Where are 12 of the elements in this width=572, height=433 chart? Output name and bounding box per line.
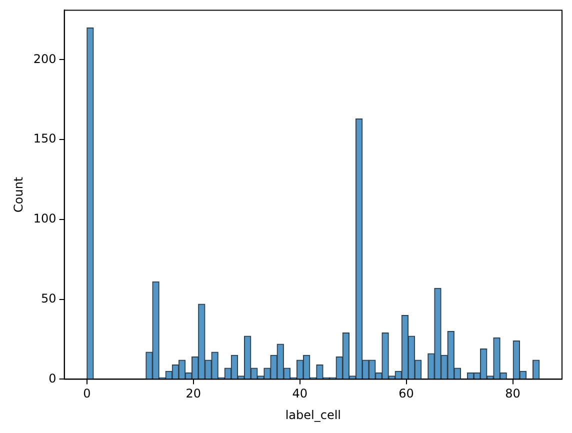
x-tick-label: 20 xyxy=(186,386,202,401)
y-tick-label: 50 xyxy=(41,291,56,306)
x-tick-label: 80 xyxy=(505,386,520,401)
y-tick-label: 0 xyxy=(48,371,56,386)
y-axis-title: Count xyxy=(11,176,26,213)
x-axis-title: label_cell xyxy=(285,408,341,422)
y-tick-label: 150 xyxy=(33,132,56,146)
y-tick-label: 100 xyxy=(33,212,56,226)
y-tick-label: 200 xyxy=(33,52,56,66)
x-tick-label: 60 xyxy=(398,386,414,401)
x-tick-label: 40 xyxy=(292,386,308,401)
x-tick-label: 0 xyxy=(83,386,91,401)
